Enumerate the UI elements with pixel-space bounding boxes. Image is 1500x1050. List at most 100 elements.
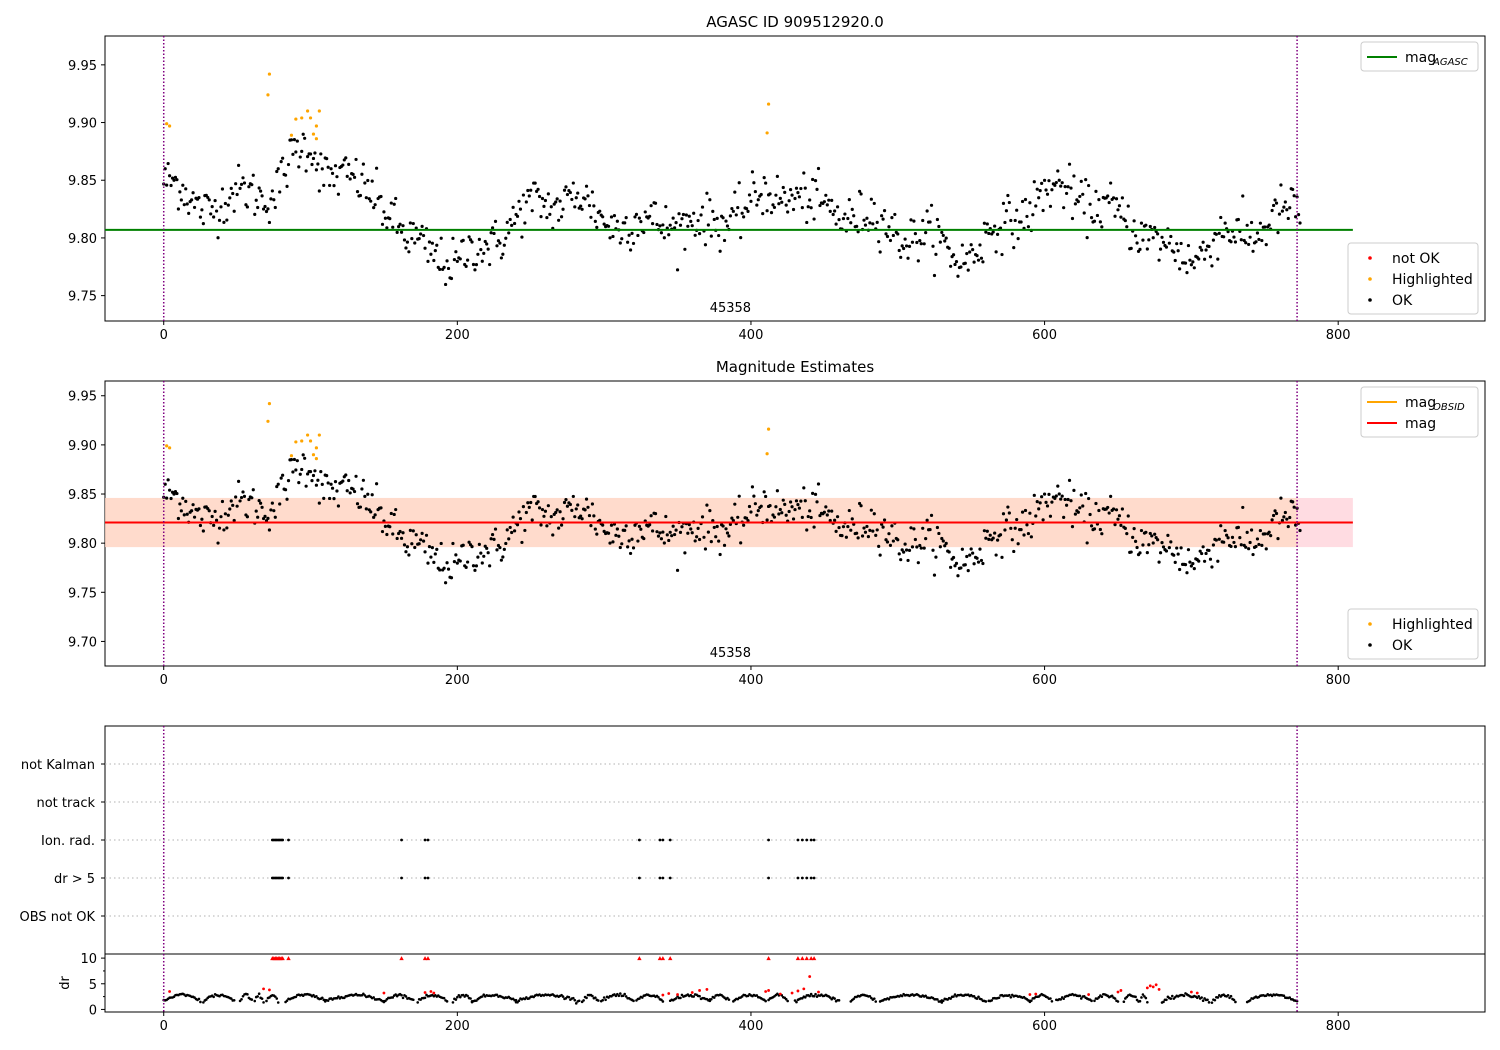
ok-point: [294, 150, 298, 154]
ok-point: [326, 481, 330, 485]
ok-point: [419, 232, 423, 236]
ok-point: [579, 514, 583, 518]
highlighted-point: [167, 446, 172, 450]
dr-point: [517, 999, 521, 1003]
ok-point: [1153, 225, 1157, 230]
ok-point: [1219, 524, 1223, 528]
ok-point: [813, 178, 818, 183]
ok-point: [834, 222, 838, 226]
ok-point: [269, 508, 273, 512]
ok-point: [482, 554, 486, 558]
ok-point: [526, 501, 530, 505]
ok-point: [216, 541, 220, 545]
ok-point: [991, 230, 995, 234]
ok-point: [270, 501, 274, 505]
dr-point: [786, 999, 789, 1003]
ok-point: [602, 222, 606, 226]
dr-point: [679, 996, 682, 1000]
ok-point: [320, 167, 324, 171]
ok-point: [963, 261, 967, 265]
ok-point: [712, 217, 716, 222]
ok-point: [1060, 494, 1064, 498]
ok-point: [746, 518, 750, 523]
y-tick-label: 9.75: [68, 586, 97, 601]
ok-point: [1053, 183, 1057, 187]
ok-point: [423, 246, 427, 250]
ok-point: [835, 205, 840, 209]
dr-not-ok-point: [796, 989, 800, 993]
ok-point: [395, 230, 399, 234]
ok-point: [929, 513, 934, 517]
legend-label: OK: [1392, 638, 1413, 654]
dr-not-ok-point: [268, 988, 271, 992]
ok-point: [658, 531, 662, 535]
ok-point: [524, 200, 528, 204]
ok-point: [941, 539, 945, 543]
ok-point: [919, 242, 923, 246]
ok-point: [940, 230, 944, 235]
ok-point: [493, 527, 498, 531]
ok-point: [466, 560, 470, 564]
ok-point: [614, 533, 618, 537]
ok-point: [257, 186, 261, 190]
ok-point: [1178, 267, 1182, 271]
ok-point: [1135, 545, 1139, 550]
ok-point: [501, 555, 505, 559]
dr-not-ok-point: [690, 991, 694, 994]
ok-point: [887, 225, 891, 229]
ok-point: [576, 191, 580, 195]
ok-point: [802, 171, 806, 175]
ok-point: [982, 221, 986, 225]
flag-point: [287, 838, 290, 842]
ok-point: [322, 183, 326, 187]
dr-capped-marker: [668, 956, 673, 961]
ok-point: [837, 218, 841, 222]
ok-point: [1204, 248, 1208, 252]
ok-point: [1145, 247, 1149, 251]
highlighted-point: [165, 122, 169, 126]
ok-point: [862, 218, 866, 222]
ok-point: [317, 501, 321, 505]
highlighted-point: [294, 117, 298, 121]
ok-point: [896, 538, 900, 542]
ok-point: [803, 186, 807, 190]
dr-point: [975, 997, 979, 1000]
ok-point: [263, 204, 267, 209]
highlighted-point: [300, 439, 304, 443]
ok-point: [1230, 535, 1235, 540]
ok-point: [1270, 208, 1274, 213]
ok-point: [191, 503, 195, 507]
ok-point: [1241, 194, 1245, 198]
ok-point: [1079, 493, 1083, 497]
ok-point: [236, 163, 241, 167]
ok-point: [612, 214, 617, 218]
ok-point: [626, 240, 630, 244]
ok-point: [799, 499, 803, 503]
flag-point: [637, 838, 641, 842]
dr-point: [315, 994, 318, 998]
ok-point: [549, 205, 553, 209]
ok-point: [1179, 546, 1183, 550]
ok-point: [592, 514, 596, 518]
ok-point: [960, 243, 964, 247]
ok-point: [217, 218, 222, 222]
ok-point: [165, 183, 169, 187]
ok-point: [515, 523, 520, 527]
ok-point: [846, 216, 850, 221]
ok-point: [1245, 223, 1249, 227]
ok-point: [1208, 255, 1213, 259]
ok-point: [530, 518, 534, 522]
ok-point: [316, 478, 320, 482]
ok-point: [943, 544, 947, 548]
ok-point: [805, 528, 809, 532]
ok-point: [661, 223, 665, 227]
dr-point: [372, 996, 375, 999]
panel-agasc: AGASC ID 909512920.0 9.759.809.859.909.9…: [68, 13, 1486, 343]
ok-point: [172, 178, 176, 182]
ok-point: [623, 221, 627, 225]
ok-point: [934, 555, 938, 559]
dr-point: [868, 994, 872, 998]
ok-point: [736, 205, 740, 210]
ok-point: [242, 494, 247, 498]
